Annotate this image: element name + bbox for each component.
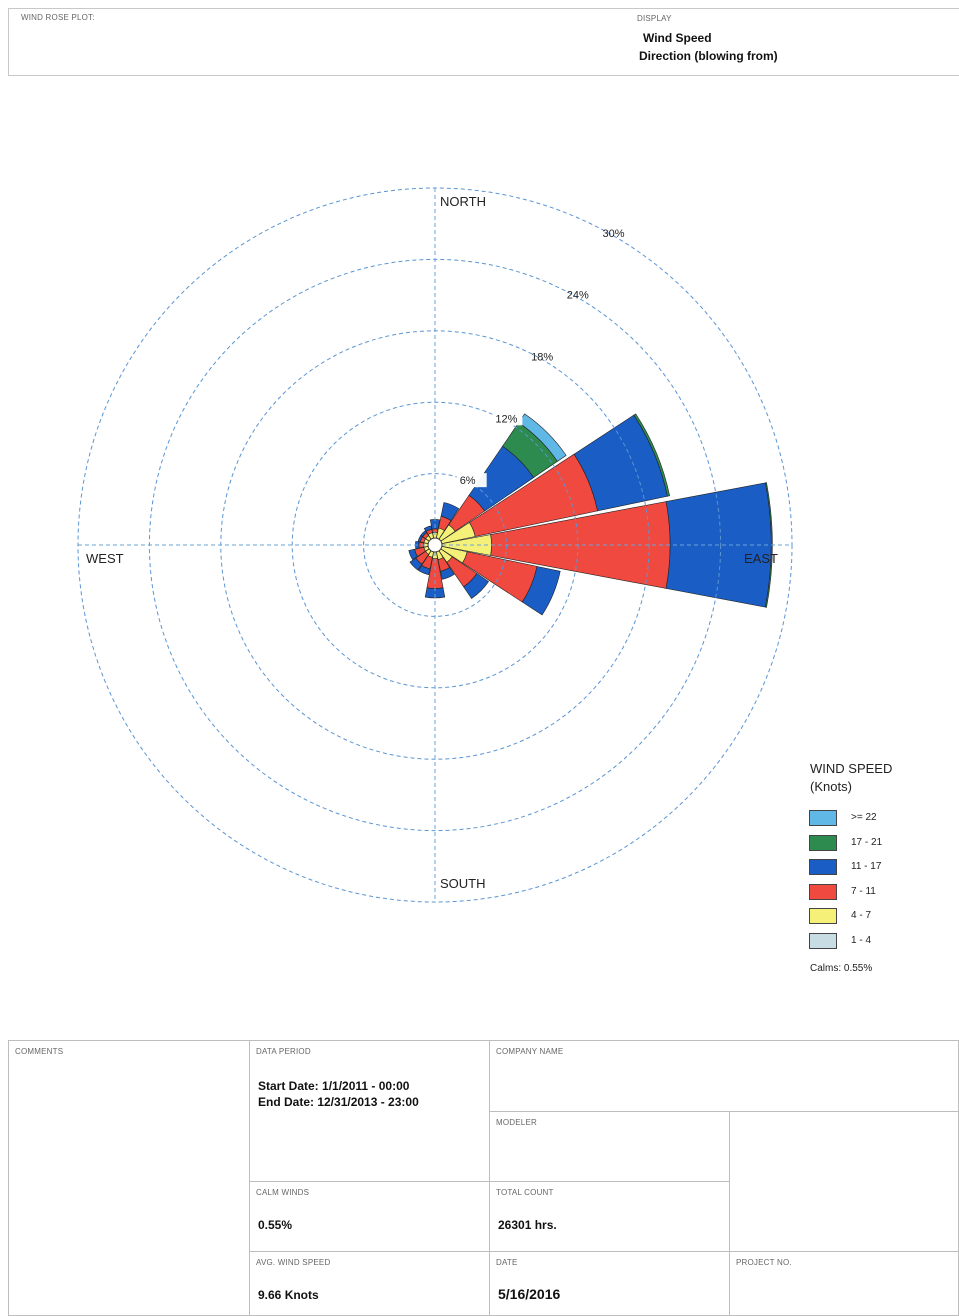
- ring-label-bg: [492, 411, 523, 426]
- legend-item: 1 - 4: [809, 932, 919, 949]
- header-box: WIND ROSE PLOT: DISPLAY Wind Speed Direc…: [8, 8, 959, 76]
- project-cell: PROJECT NO.: [729, 1251, 959, 1316]
- start-date: Start Date: 1/1/2011 - 00:00: [258, 1079, 410, 1093]
- date-value: 5/16/2016: [498, 1286, 561, 1302]
- ring-label: 6%: [460, 475, 476, 487]
- ring-labels: 6% 12% 18% 24% 30%: [456, 228, 625, 488]
- legend-subtitle: (Knots): [810, 779, 852, 794]
- modeler-cell: MODELER: [489, 1111, 730, 1182]
- wind-rose-chart: 6% 12% 18% 24% 30% NORTH SOUTH WEST EAST: [77, 187, 793, 903]
- wind-rose-petals: [408, 413, 773, 616]
- legend-item: 4 - 7: [809, 908, 919, 924]
- legend-label: >= 22: [851, 812, 877, 823]
- east-label: EAST: [744, 551, 778, 566]
- legend-label: 1 - 4: [851, 934, 872, 946]
- north-label: NORTH: [440, 194, 486, 209]
- calm-center: [427, 537, 443, 553]
- calm-winds-cell: CALM WINDS 0.55%: [249, 1181, 490, 1252]
- legend-swatch: [809, 932, 837, 949]
- footer-table: COMMENTS DATA PERIOD Start Date: 1/1/201…: [8, 1040, 959, 1316]
- legend-label: 11 - 17: [851, 861, 882, 872]
- legend-swatch: [809, 810, 837, 826]
- calms-label: Calms: 0.55%: [810, 963, 873, 974]
- date-label: DATE: [496, 1258, 518, 1267]
- west-label: WEST: [86, 551, 124, 566]
- company-cell: COMPANY NAME: [489, 1040, 959, 1112]
- legend-swatch: [809, 883, 837, 900]
- legend-item: 17 - 21: [809, 834, 919, 851]
- legend-item: 7 - 11: [809, 883, 919, 900]
- calm-winds-label: CALM WINDS: [256, 1188, 310, 1197]
- project-label: PROJECT NO.: [736, 1258, 792, 1267]
- company-label: COMPANY NAME: [496, 1047, 564, 1056]
- display-line-2: Direction (blowing from): [639, 49, 778, 63]
- ring-label: 12%: [495, 413, 517, 425]
- avg-speed-value: 9.66 Knots: [258, 1288, 319, 1302]
- comments-label: COMMENTS: [15, 1047, 64, 1056]
- blank-cell: [729, 1111, 959, 1252]
- legend-label: 17 - 21: [851, 836, 883, 848]
- plot-title: WIND ROSE PLOT:: [21, 13, 95, 22]
- end-date: End Date: 12/31/2013 - 23:00: [258, 1095, 419, 1109]
- ring-label: 24%: [567, 290, 589, 302]
- total-count-cell: TOTAL COUNT 26301 hrs.: [489, 1181, 730, 1252]
- comments-cell: COMMENTS: [8, 1040, 250, 1316]
- display-line-1: Wind Speed: [643, 31, 712, 45]
- ring-label: 18%: [531, 351, 553, 363]
- legend-item: 11 - 17: [809, 859, 919, 875]
- legend-label: 4 - 7: [851, 910, 872, 921]
- legend-title-line: WIND SPEED: [810, 761, 893, 776]
- data-period-cell: DATA PERIOD Start Date: 1/1/2011 - 00:00…: [249, 1040, 490, 1182]
- avg-speed-label: AVG. WIND SPEED: [256, 1258, 331, 1267]
- calm-winds-value: 0.55%: [258, 1218, 293, 1232]
- south-label: SOUTH: [440, 876, 486, 891]
- legend-item: >= 22: [809, 810, 919, 826]
- legend-swatch: [809, 859, 837, 875]
- data-period-label: DATA PERIOD: [256, 1047, 311, 1056]
- legend-swatch: [809, 908, 837, 924]
- modeler-label: MODELER: [496, 1118, 537, 1127]
- ring-label: 30%: [603, 228, 625, 240]
- legend-swatch: [809, 834, 837, 851]
- avg-speed-cell: AVG. WIND SPEED 9.66 Knots: [249, 1251, 490, 1316]
- legend-title: WIND SPEED (Knots): [810, 760, 892, 796]
- total-count-value: 26301 hrs.: [498, 1218, 557, 1232]
- total-count-label: TOTAL COUNT: [496, 1188, 554, 1197]
- legend-label: 7 - 11: [851, 885, 876, 897]
- date-cell: DATE 5/16/2016: [489, 1251, 730, 1316]
- ring-label-bg: [456, 473, 487, 488]
- display-label: DISPLAY: [637, 14, 672, 23]
